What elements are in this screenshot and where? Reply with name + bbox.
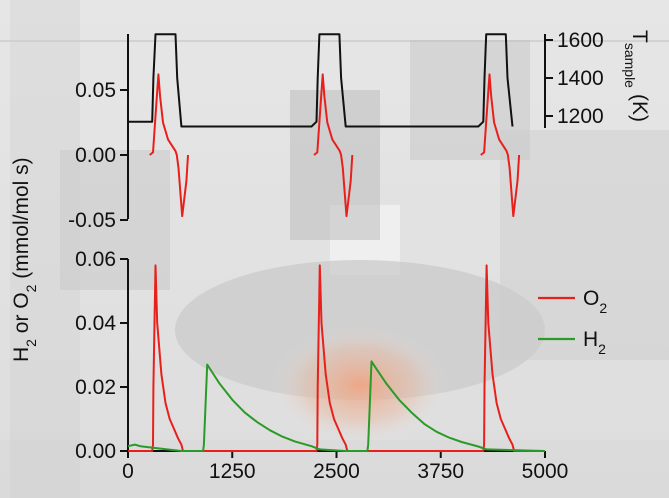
top-left-tick-label: -0.05: [68, 209, 116, 232]
shared-y-axis-title: H2 or O2 (mmol/mol s): [10, 157, 39, 362]
bottom-x-tick-label: 5000: [522, 460, 569, 483]
bottom-y-tick-label: 0.04: [75, 312, 116, 335]
top-right-tick-label: 1200: [557, 105, 604, 128]
ylabel-or-o: or O: [10, 292, 33, 339]
ylabel-h: H: [10, 347, 33, 362]
top-right-tick-label: 1400: [557, 67, 604, 90]
bottom-y-tick-label: 0.02: [75, 376, 116, 399]
bottom-x-tick-label: 3750: [417, 460, 464, 483]
top-panel-axes: [127, 34, 546, 219]
top-left-ticks: 0.05 0.00 -0.05: [68, 79, 128, 232]
tsample-main: T: [628, 30, 651, 43]
legend-h2-main: H: [583, 328, 598, 351]
top-o2-pulse-line: [313, 73, 354, 218]
temperature-series-line: [128, 33, 514, 128]
legend-o2-sub: 2: [599, 300, 607, 316]
top-left-tick-label: 0.00: [75, 144, 116, 167]
top-o2-pulse-line: [149, 73, 189, 218]
right-y-axis-title: Tsample (K): [622, 30, 651, 122]
top-left-tick-label: 0.05: [75, 79, 116, 102]
bottom-y-tick-label: 0.06: [75, 248, 116, 271]
h2-series-line: [127, 360, 546, 452]
legend-h2-label: H2: [583, 328, 606, 357]
bottom-x-tick-label: 2500: [313, 460, 360, 483]
top-series: [128, 33, 521, 218]
tsample-unit: (K): [628, 94, 651, 122]
legend: O2 H2: [538, 287, 607, 357]
ylabel-units: (mmol/mol s): [10, 157, 33, 284]
legend-h2-sub: 2: [598, 341, 606, 357]
top-right-tick-label: 1600: [557, 29, 604, 52]
ylabel-o-sub: 2: [23, 284, 39, 292]
bottom-x-tick-label: 0: [122, 460, 134, 483]
bottom-y-tick-label: 0.00: [75, 440, 116, 463]
legend-o2-main: O: [583, 287, 599, 310]
top-o2-pulse-line: [480, 73, 521, 218]
bottom-x-ticks: 0 1250 2500 3750 5000: [122, 451, 568, 483]
legend-o2-label: O2: [583, 287, 607, 316]
bottom-y-ticks: 0.00 0.02 0.04 0.06: [75, 248, 128, 463]
tsample-sub: sample: [622, 43, 638, 88]
bottom-series: [127, 264, 546, 452]
bottom-x-tick-label: 1250: [209, 460, 256, 483]
o2-series-line: [128, 264, 545, 452]
top-right-ticks: 1600 1400 1200: [545, 29, 604, 128]
ylabel-h-sub: 2: [23, 339, 39, 347]
